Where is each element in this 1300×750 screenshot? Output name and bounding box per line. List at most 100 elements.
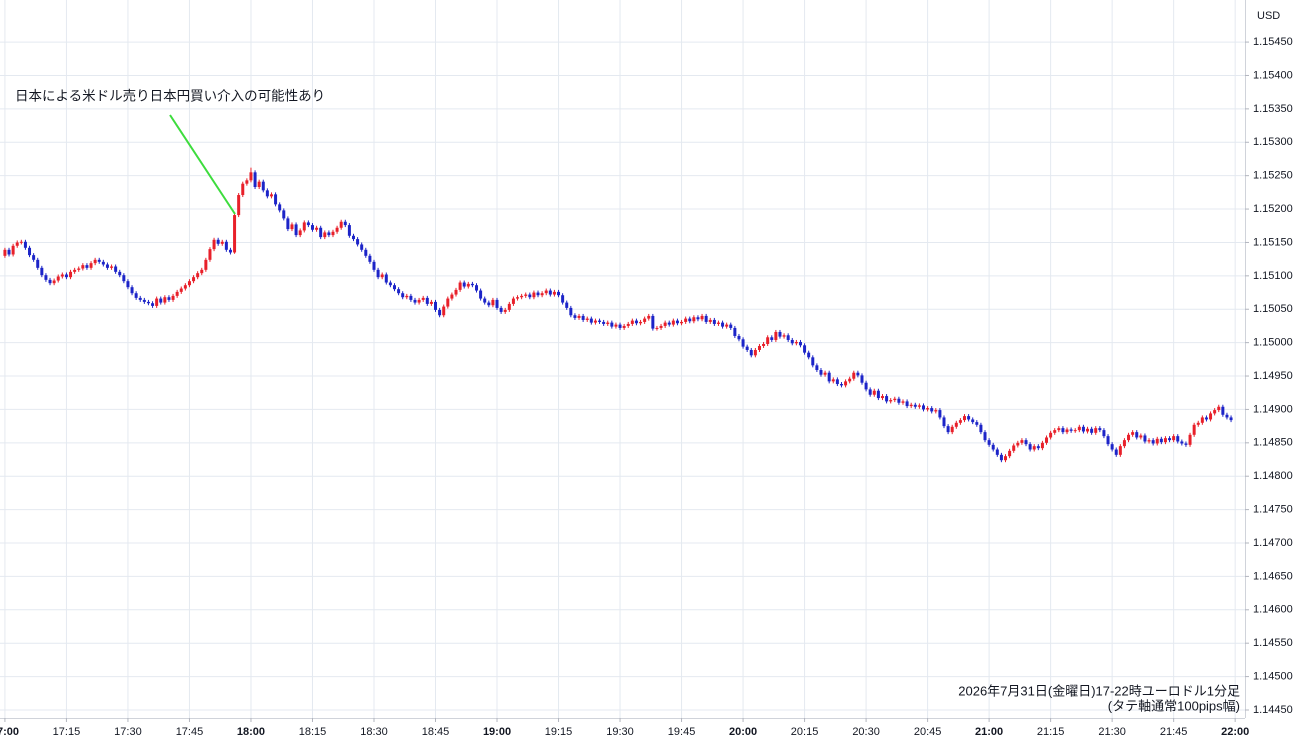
candle-body <box>282 210 286 219</box>
candle-body <box>1106 436 1110 445</box>
y-tick-label: 1.15000 <box>1253 337 1293 349</box>
candle-body <box>975 422 979 425</box>
x-tick-label: 19:45 <box>668 726 696 738</box>
candle-body <box>253 172 257 188</box>
candle-body <box>954 422 958 427</box>
candle-body <box>204 259 208 270</box>
candle-body <box>634 320 638 324</box>
candle-body <box>1081 426 1085 432</box>
candle-body <box>327 232 331 236</box>
y-tick-label: 1.14700 <box>1253 537 1293 549</box>
candle-body <box>950 426 954 433</box>
candle-body <box>889 400 893 402</box>
candle-body <box>319 227 323 238</box>
candle-body <box>228 249 232 253</box>
candle-body <box>101 261 105 265</box>
candle-body <box>233 215 237 253</box>
candle-body <box>803 345 807 353</box>
axes: 1.14450 1.14500 1.14550 1.14600 1.14650 1.147… <box>0 36 1293 738</box>
candle-body <box>28 247 32 256</box>
candle-body <box>1057 428 1061 431</box>
candle-body <box>450 294 454 299</box>
candle-body <box>274 194 278 205</box>
candle-body <box>134 293 138 298</box>
candle-body <box>934 410 938 412</box>
candle-body <box>241 183 245 196</box>
candle-body <box>1032 446 1036 450</box>
candle-body <box>69 271 73 278</box>
candle-body <box>196 273 200 278</box>
candle-body <box>897 398 901 403</box>
candle-body <box>557 291 561 296</box>
candle-body <box>819 370 823 375</box>
candle-body <box>52 280 56 284</box>
candle-body <box>487 302 491 306</box>
candle-body <box>224 241 228 250</box>
candle-body <box>872 390 876 395</box>
candle-body <box>675 320 679 324</box>
y-tick-label: 1.15150 <box>1253 236 1293 248</box>
candle-body <box>716 322 720 324</box>
candle-body <box>532 292 536 298</box>
candle-body <box>286 218 290 230</box>
candle-body <box>885 396 889 402</box>
y-tick-label: 1.14600 <box>1253 604 1293 616</box>
candle-body <box>19 241 23 243</box>
candle-body <box>811 357 815 366</box>
x-tick-label: 17:00 <box>0 726 19 738</box>
candle-body <box>589 318 593 323</box>
candle-body <box>339 221 343 228</box>
candle-body <box>81 265 85 269</box>
candle-body <box>3 249 7 256</box>
candle-body <box>1004 456 1008 461</box>
candle-body <box>606 322 610 324</box>
candle-body <box>417 299 421 303</box>
candle-body <box>384 274 388 283</box>
candle-body <box>725 324 729 327</box>
candle-body <box>639 321 643 324</box>
candle-body <box>1114 449 1118 455</box>
candle-body <box>848 378 852 382</box>
candle-body <box>823 372 827 375</box>
candle-body <box>1159 438 1163 443</box>
candle-body <box>64 274 68 278</box>
candle-body <box>483 298 487 303</box>
y-tick-label: 1.15250 <box>1253 170 1293 182</box>
candle-body <box>774 331 778 340</box>
candle-body <box>462 282 466 287</box>
candle-body <box>909 404 913 407</box>
candle-body <box>323 232 327 238</box>
candle-body <box>298 230 302 236</box>
candle-body <box>593 320 597 323</box>
candle-body <box>32 255 36 260</box>
x-tick-label: 22:00 <box>1221 726 1249 738</box>
x-tick-label: 17:45 <box>176 726 204 738</box>
candle-body <box>561 295 565 303</box>
y-tick-label: 1.14950 <box>1253 370 1293 382</box>
candle-body <box>44 275 48 280</box>
candle-body <box>1102 430 1106 437</box>
candle-body <box>749 349 753 356</box>
candle-body <box>856 372 860 376</box>
x-tick-label: 18:15 <box>299 726 327 738</box>
candle-body <box>565 302 569 308</box>
candle-body <box>429 301 433 304</box>
candle-body <box>114 266 118 272</box>
candle-body <box>1016 442 1020 446</box>
candle-body <box>700 315 704 320</box>
candle-body <box>536 292 540 296</box>
candle-body <box>770 337 774 340</box>
candle-body <box>146 301 150 304</box>
candle-body <box>40 267 44 276</box>
candle-body <box>1135 432 1139 438</box>
candle-body <box>397 289 401 294</box>
grid <box>0 0 1245 718</box>
candle-body <box>1217 406 1221 411</box>
candle-body <box>1188 434 1192 445</box>
candle-body <box>893 398 897 401</box>
candle-body <box>766 337 770 344</box>
candle-body <box>368 255 372 262</box>
candle-body <box>692 317 696 322</box>
candle-body <box>963 416 967 421</box>
candle-body <box>405 295 409 298</box>
